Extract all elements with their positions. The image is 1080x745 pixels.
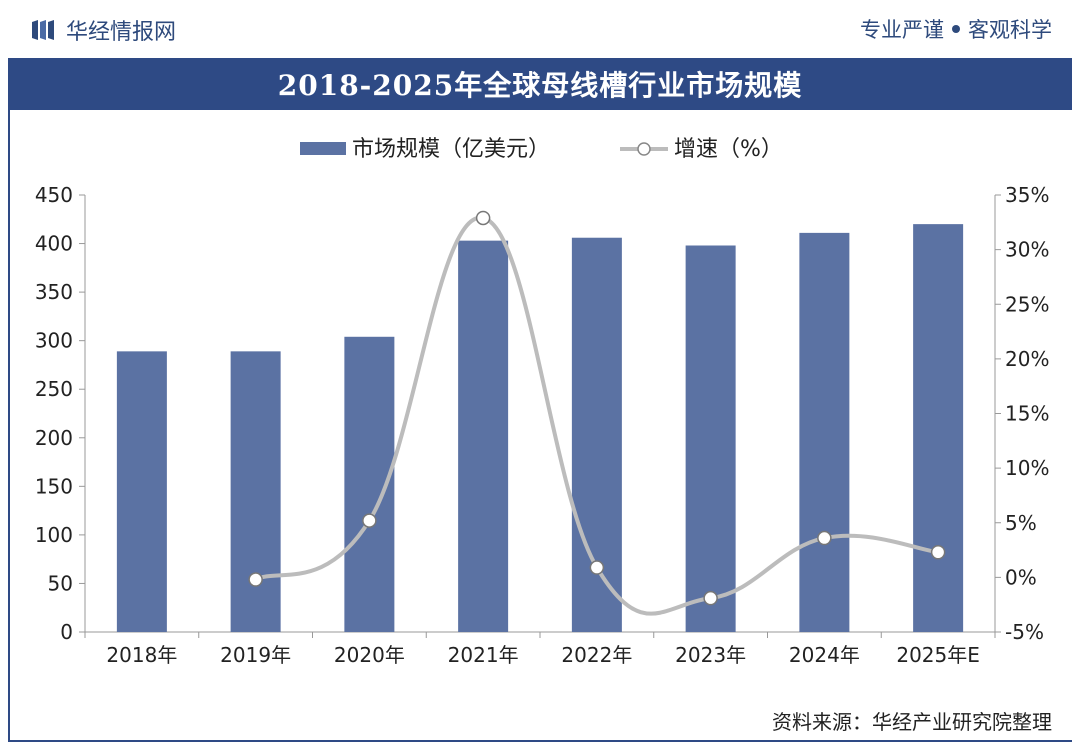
brand-logo: 华经情报网 [30,14,176,46]
x-tick-label: 2024年 [789,643,860,667]
y-right-tick-label: 30% [1005,238,1049,262]
slogan-left: 专业严谨 [860,18,944,42]
y-left-tick-label: 300 [35,329,73,353]
y-right-tick-label: 5% [1005,511,1037,535]
bar [913,224,964,632]
legend-marker-icon [637,142,651,156]
x-tick-label: 2021年 [448,643,519,667]
growth-point [248,572,263,587]
bar [116,351,167,632]
x-tick-label: 2020年 [334,643,405,667]
y-left-tick-label: 200 [35,426,73,450]
chart-title: 2018-2025年全球母线槽行业市场规模 [277,69,803,102]
y-right-tick-label: 0% [1005,565,1037,589]
y-left-tick-label: 400 [35,232,73,256]
x-tick-label: 2018年 [106,643,177,667]
bar [685,245,736,632]
line-series [248,210,946,616]
growth-line [254,215,939,616]
frame-left-border [8,10,10,740]
growth-point [475,210,491,226]
bar [458,240,509,633]
bar-series [116,224,964,633]
legend-label-line: 增速（%） [674,137,783,162]
y-right-tick-label: -5% [1005,620,1044,644]
slogan-dot-icon [952,25,960,33]
y-right-tick-label: 35% [1005,183,1049,207]
y-left-tick-label: 100 [35,523,73,547]
y-left-tick-label: 150 [35,474,73,498]
growth-point [589,560,605,575]
y-left-tick-label: 50 [48,571,73,595]
x-axis-labels: 2018年 2019年 2020年 2021年 2022年 2023年 2024年 2025年… [106,643,979,667]
slogan: 专业严谨 客观科学 [860,14,1052,44]
chart-canvas: 市场规模（亿美元） 增速（%） 0 50 100 150 200 250 300 350 400 4… [35,137,1050,667]
title-bar: 2018-2025年全球母线槽行业市场规模 [8,58,1072,110]
bar [230,351,281,632]
brand-logo-icon [32,20,54,40]
frame-bottom-border [8,740,1072,742]
x-tick-label: 2025年E [896,643,980,667]
brand-name: 华经情报网 [66,20,177,45]
slogan-right: 客观科学 [968,18,1052,42]
growth-point [930,544,946,560]
y-left-tick-label: 350 [35,280,73,304]
y-right-tick-label: 25% [1005,292,1049,316]
axes: 0 50 100 150 200 250 300 350 400 450 -5% 0% 5% 10% 15%… [35,183,1050,644]
y-left-tick-label: 450 [35,183,73,207]
x-tick-label: 2023年 [675,643,746,667]
y-right-tick-label: 20% [1005,347,1049,371]
y-left-tick-label: 250 [35,377,73,401]
legend: 市场规模（亿美元） 增速（%） [300,137,783,162]
growth-point [817,530,832,546]
x-tick-label: 2022年 [561,643,632,667]
bar [799,232,850,632]
growth-point [703,590,718,606]
growth-point [362,513,377,528]
y-left-tick-label: 0 [60,620,73,644]
top-bar: 华经情报网 专业严谨 客观科学 [0,0,1080,58]
y-right-tick-label: 15% [1005,402,1049,426]
source-note: 资料来源：华经产业研究院整理 [772,710,1052,734]
legend-label-bar: 市场规模（亿美元） [352,137,550,162]
legend-swatch-bar [300,142,346,155]
y-right-tick-label: 10% [1005,456,1049,480]
x-tick-label: 2019年 [220,643,291,667]
